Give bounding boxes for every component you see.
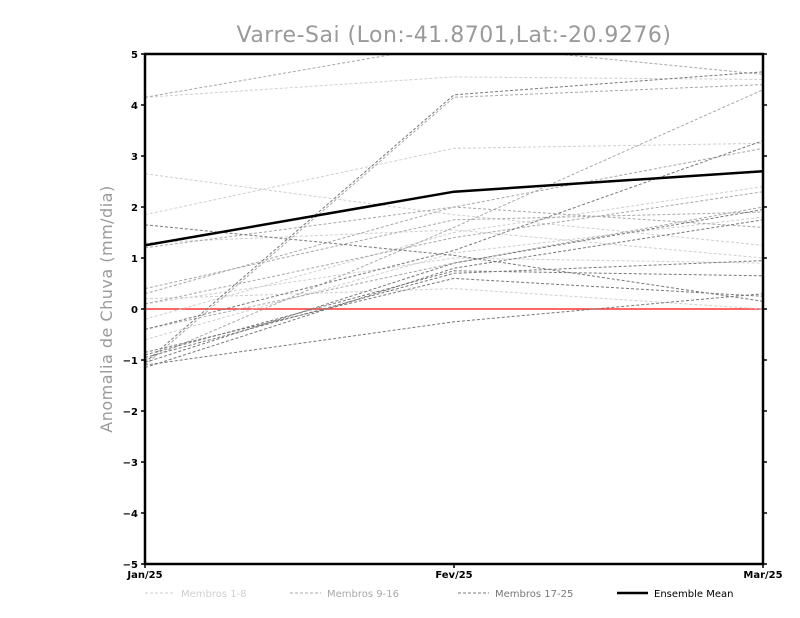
- ensemble-mean-line: [145, 170, 763, 247]
- legend-label-4: Ensemble Mean: [654, 589, 733, 600]
- axis-ticks: −5 −4 −3 −2 −1 0 1 2 3 4 5 Jan/25 Fev/25 Mar/25: [123, 50, 783, 581]
- member-series-17: [145, 71, 763, 363]
- y-tick-label: −4: [123, 509, 138, 520]
- member-series-9: [145, 54, 763, 98]
- legend: Membros 1-8 Membros 9-16 Membros 17-25 Ense…: [145, 589, 733, 600]
- member-series-3: [145, 229, 763, 259]
- member-series-6: [145, 216, 763, 341]
- y-tick-label: −3: [123, 458, 138, 469]
- member-series-19: [145, 293, 763, 366]
- plot-area: [143, 52, 765, 566]
- legend-label-1: Membros 1-8: [181, 589, 247, 600]
- y-tick-label: −1: [123, 356, 138, 367]
- y-tick-label: −5: [123, 560, 138, 571]
- member-series-25: [145, 260, 763, 358]
- member-series-22: [145, 270, 763, 356]
- y-tick-label: 5: [131, 50, 138, 61]
- y-tick-label: 4: [131, 101, 138, 112]
- member-series-1: [145, 173, 763, 246]
- legend-label-2: Membros 9-16: [327, 589, 399, 600]
- x-tick-label: Jan/25: [126, 570, 162, 581]
- y-tick-label: −2: [123, 407, 138, 418]
- legend-label-3: Membros 17-25: [495, 589, 573, 600]
- member-series-24: [145, 277, 763, 353]
- member-series-14: [145, 191, 763, 305]
- member-series-8: [145, 257, 763, 305]
- x-tick-label: Mar/25: [743, 570, 782, 581]
- member-series-11: [145, 211, 763, 290]
- chart-title: Varre-Sai (Lon:-41.8701,Lat:-20.9276): [236, 23, 671, 48]
- member-series-4: [145, 288, 763, 310]
- x-tick-label: Fev/25: [435, 570, 472, 581]
- y-tick-label: 3: [131, 152, 138, 163]
- member-series-2: [145, 142, 763, 216]
- member-series-20: [145, 140, 763, 330]
- y-axis-label: Anomalia de Chuva (mm/dia): [97, 185, 116, 432]
- member-series-7: [145, 76, 763, 98]
- y-tick-label: 0: [131, 305, 138, 316]
- member-series-13: [145, 206, 763, 330]
- member-series-5: [145, 186, 763, 320]
- member-series-18: [145, 224, 763, 302]
- member-series-15: [145, 84, 763, 366]
- member-series-16: [145, 206, 763, 295]
- y-tick-label: 2: [131, 203, 138, 214]
- member-series-10: [145, 89, 763, 361]
- y-tick-label: 1: [131, 254, 138, 265]
